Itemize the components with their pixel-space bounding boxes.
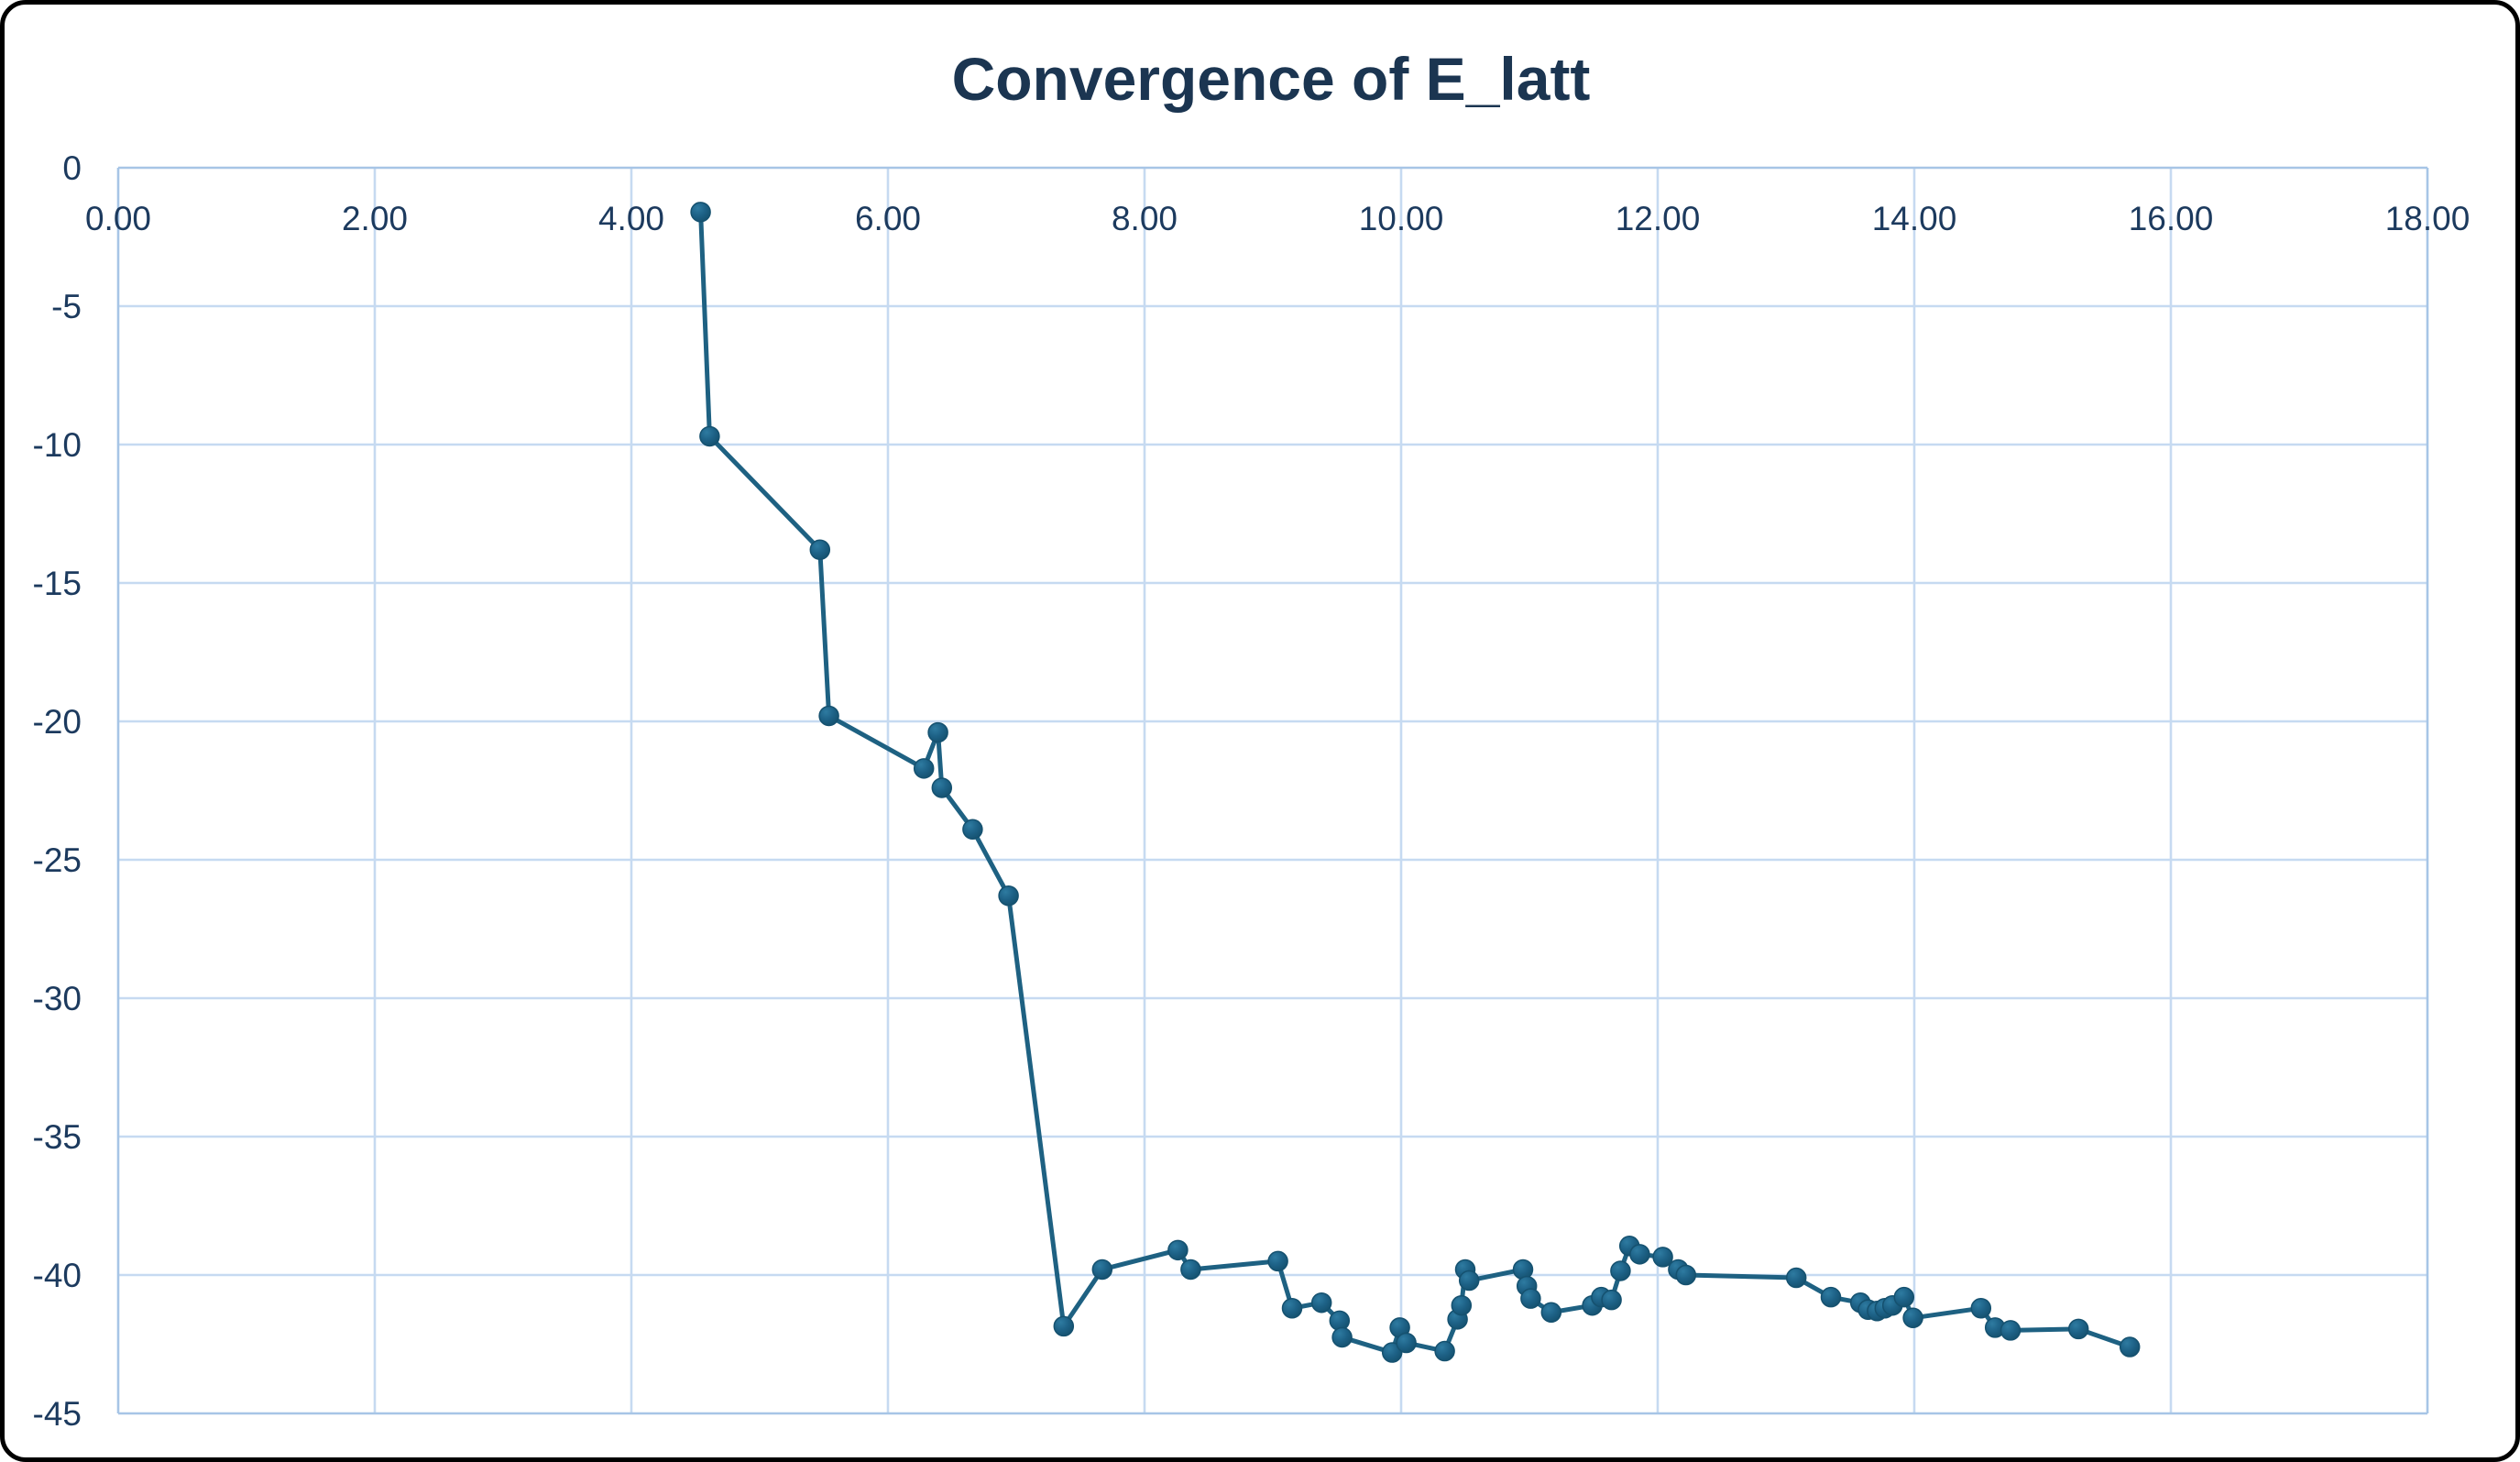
- data-point-E_latt-20[interactable]: [1396, 1332, 1417, 1354]
- data-point-E_latt-47[interactable]: [1902, 1307, 1923, 1329]
- y-tick-label--15: -15: [33, 565, 82, 602]
- data-point-E_latt-13[interactable]: [1267, 1250, 1288, 1272]
- data-point-E_latt-28[interactable]: [1520, 1288, 1541, 1309]
- y-tick-label--45: -45: [33, 1395, 82, 1433]
- x-tick-label-8.00: 8.00: [1112, 200, 1178, 237]
- x-tick-label-4.00: 4.00: [598, 200, 664, 237]
- axis-lines: [116, 166, 2429, 1415]
- data-point-E_latt-12[interactable]: [1180, 1259, 1201, 1281]
- x-tick-label-0.00: 0.00: [85, 200, 151, 237]
- x-axis-tick-labels: 0.00 2.00 4.00 6.00 8.00 10.00 12.00 14.00 16.00…: [85, 200, 2470, 237]
- data-point-E_latt-52[interactable]: [2119, 1336, 2141, 1358]
- data-point-E_latt-15[interactable]: [1310, 1292, 1332, 1314]
- x-tick-label-10.00: 10.00: [1359, 200, 1444, 237]
- data-point-E_latt-3[interactable]: [818, 705, 839, 727]
- data-point-E_latt-39[interactable]: [1785, 1267, 1807, 1289]
- data-point-E_latt-18[interactable]: [1381, 1342, 1403, 1363]
- data-point-E_latt-10[interactable]: [1091, 1259, 1113, 1281]
- y-axis-tick-labels: 0 -5 -10 -15 -20 -25 -30 -35 -40 -45: [33, 149, 82, 1433]
- y-tick-label-0: 0: [62, 149, 82, 187]
- data-point-E_latt-29[interactable]: [1540, 1302, 1562, 1324]
- x-tick-label-2.00: 2.00: [342, 200, 408, 237]
- chart-title: Convergence of E_latt: [952, 45, 1591, 113]
- data-point-E_latt-6[interactable]: [931, 777, 953, 798]
- data-point-E_latt-2[interactable]: [809, 539, 831, 561]
- data-point-E_latt-8[interactable]: [998, 885, 1019, 907]
- gridlines: [118, 168, 2427, 1413]
- data-point-E_latt-7[interactable]: [962, 819, 983, 841]
- data-point-E_latt-48[interactable]: [1970, 1297, 1992, 1319]
- y-tick-label--30: -30: [33, 980, 82, 1017]
- y-tick-label--25: -25: [33, 841, 82, 879]
- y-tick-label--40: -40: [33, 1257, 82, 1294]
- data-point-E_latt-9[interactable]: [1053, 1315, 1075, 1337]
- data-point-E_latt-17[interactable]: [1331, 1326, 1353, 1348]
- data-point-E_latt-32[interactable]: [1601, 1289, 1622, 1311]
- x-tick-label-6.00: 6.00: [855, 200, 921, 237]
- data-series-e-latt[interactable]: [690, 202, 2141, 1363]
- x-tick-label-16.00: 16.00: [2129, 200, 2214, 237]
- data-point-E_latt-33[interactable]: [1610, 1260, 1631, 1281]
- y-tick-label--20: -20: [33, 703, 82, 741]
- y-tick-label--35: -35: [33, 1118, 82, 1156]
- x-tick-label-12.00: 12.00: [1616, 200, 1701, 237]
- data-point-E_latt-40[interactable]: [1820, 1286, 1842, 1308]
- data-point-E_latt-4[interactable]: [913, 758, 935, 779]
- x-tick-label-18.00: 18.00: [2385, 200, 2471, 237]
- data-point-E_latt-1[interactable]: [699, 425, 720, 447]
- y-tick-label--10: -10: [33, 426, 82, 464]
- chart-canvas: 0.00 2.00 4.00 6.00 8.00 10.00 12.00 14.00 16.00…: [33, 45, 2471, 1433]
- data-point-E_latt-21[interactable]: [1434, 1340, 1455, 1362]
- x-tick-label-14.00: 14.00: [1872, 200, 1957, 237]
- data-point-E_latt-36[interactable]: [1652, 1247, 1673, 1268]
- data-point-E_latt-46[interactable]: [1893, 1286, 1915, 1308]
- data-point-E_latt-14[interactable]: [1281, 1297, 1303, 1319]
- data-point-E_latt-0[interactable]: [690, 202, 711, 223]
- data-point-E_latt-51[interactable]: [2067, 1318, 2089, 1340]
- data-point-E_latt-38[interactable]: [1675, 1264, 1697, 1286]
- data-point-E_latt-23[interactable]: [1451, 1294, 1473, 1316]
- y-tick-label--5: -5: [51, 288, 82, 325]
- data-point-E_latt-25[interactable]: [1458, 1270, 1480, 1292]
- data-point-E_latt-11[interactable]: [1167, 1239, 1189, 1261]
- data-point-E_latt-5[interactable]: [927, 721, 948, 743]
- data-point-E_latt-35[interactable]: [1629, 1244, 1650, 1265]
- data-point-E_latt-50[interactable]: [2000, 1320, 2021, 1341]
